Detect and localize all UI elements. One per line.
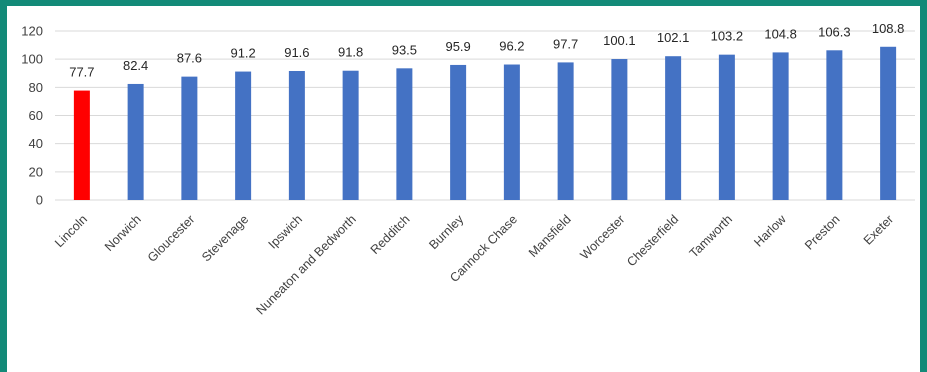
bar: [342, 70, 359, 200]
x-category-label: Tamworth: [687, 212, 735, 260]
data-label: 91.6: [284, 45, 309, 60]
y-tick-label: 100: [21, 52, 43, 67]
bar: [880, 46, 897, 201]
data-label: 87.6: [177, 51, 202, 66]
bar: [181, 76, 198, 200]
bar: [235, 71, 252, 200]
x-category-label: Preston: [802, 212, 842, 252]
bar: [503, 64, 520, 200]
x-category-label: Ipswich: [266, 212, 305, 251]
bar: [450, 64, 467, 201]
x-category-label: Stevenage: [199, 212, 251, 264]
data-label: 96.2: [499, 39, 524, 54]
x-category-label: Redditch: [368, 212, 413, 257]
y-tick-label: 20: [29, 164, 43, 179]
data-label: 93.5: [392, 42, 417, 57]
data-label: 95.9: [445, 39, 470, 54]
bar: [665, 56, 682, 200]
x-category-label: Burnley: [426, 212, 466, 252]
x-category-label: Mansfield: [526, 212, 574, 260]
x-category-label: Norwich: [102, 212, 144, 254]
y-tick-label: 120: [21, 24, 43, 39]
data-label: 77.7: [69, 65, 94, 80]
gridlines: [55, 30, 915, 201]
x-category-label: Chesterfield: [624, 212, 681, 269]
data-labels: 77.7 82.4 87.6 91.2 91.6 91.8 93.5 95.9 96.2 97.7…: [69, 21, 904, 80]
data-label: 82.4: [123, 58, 148, 73]
bar-chart: 0 20 40 60 80 100 120 77.7 82.4 87.6 91.2 91.6 91.8…: [21, 21, 915, 318]
y-tick-label: 40: [29, 136, 43, 151]
bar: [288, 70, 305, 200]
y-axis: 0 20 40 60 80 100 120: [21, 24, 43, 208]
y-tick-label: 0: [36, 193, 43, 208]
bar: [718, 54, 735, 200]
bars: [73, 46, 897, 201]
bar: [611, 59, 628, 200]
x-category-label: Lincoln: [52, 212, 90, 250]
x-category-label: Worcester: [577, 212, 627, 262]
data-label: 91.2: [230, 46, 255, 61]
data-label: 102.1: [657, 30, 690, 45]
y-tick-label: 60: [29, 108, 43, 123]
bar: [396, 68, 413, 200]
bar: [772, 52, 789, 201]
data-label: 91.8: [338, 45, 363, 60]
x-category-label: Nuneaton and Bedworth: [254, 212, 359, 317]
x-category-label: Exeter: [861, 212, 896, 247]
data-label: 97.7: [553, 36, 578, 51]
data-label: 103.2: [711, 29, 744, 44]
data-label: 108.8: [872, 21, 905, 36]
data-label: 106.3: [818, 24, 851, 39]
bar: [73, 90, 90, 200]
bar: [127, 83, 144, 200]
bar: [557, 62, 574, 200]
x-axis: Lincoln Norwich Gloucester Stevenage Ipswich…: [52, 212, 896, 318]
data-label: 104.8: [764, 26, 797, 41]
data-label: 100.1: [603, 33, 636, 48]
x-category-label: Harlow: [751, 212, 789, 250]
bar: [826, 50, 843, 201]
x-category-label: Gloucester: [145, 212, 198, 265]
y-tick-label: 80: [29, 80, 43, 95]
chart-panel: 0 20 40 60 80 100 120 77.7 82.4 87.6 91.2 91.6 91.8…: [7, 6, 920, 372]
